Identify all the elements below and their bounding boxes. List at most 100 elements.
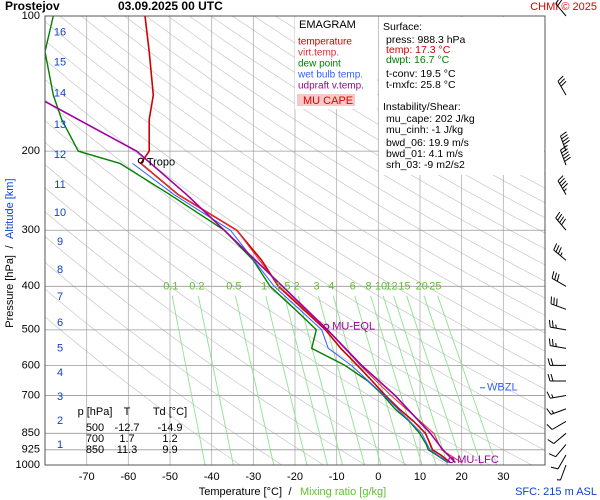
altitude-label: 7 bbox=[57, 291, 63, 303]
x-tick-label: 0 bbox=[375, 471, 381, 483]
wind-barb bbox=[557, 75, 567, 96]
mixing-ratio-label: 10 bbox=[375, 281, 387, 293]
y-tick-label: 200 bbox=[22, 145, 40, 157]
mixing-ratio-line bbox=[354, 295, 406, 465]
mixing-ratio-label: 4 bbox=[328, 281, 334, 293]
table-cell: 850 bbox=[86, 444, 104, 456]
altitude-label: 9 bbox=[57, 236, 63, 248]
y-tick-label: 700 bbox=[22, 389, 40, 401]
altitude-label: 2 bbox=[57, 415, 63, 427]
chart-title: Prostejov bbox=[5, 0, 60, 13]
mixing-ratio-label: 1.5 bbox=[275, 281, 290, 293]
x-tick-label: -70 bbox=[79, 471, 95, 483]
profile-line bbox=[140, 16, 451, 464]
annotation-point bbox=[323, 323, 330, 330]
table-header: T bbox=[124, 406, 131, 418]
mixing-ratio-label: 20 bbox=[416, 281, 428, 293]
y-tick-label: 925 bbox=[22, 444, 40, 456]
info-line: bwd_06: 19.9 m/s bbox=[386, 137, 469, 149]
mixing-ratio-label: 3 bbox=[314, 281, 320, 293]
level-label: WBZL bbox=[487, 382, 518, 394]
info-line: bwd_01: 4.1 m/s bbox=[386, 148, 463, 160]
mixing-ratio-label: 12 bbox=[385, 281, 397, 293]
mixing-ratio-line bbox=[297, 295, 344, 465]
wind-barb bbox=[546, 408, 567, 415]
y-axis-sep: / bbox=[4, 245, 16, 249]
dry-adiabat bbox=[45, 78, 545, 410]
altitude-label: 4 bbox=[57, 367, 63, 379]
wind-barb bbox=[550, 454, 567, 470]
x-tick-label: -10 bbox=[329, 471, 345, 483]
altitude-label: 3 bbox=[57, 391, 63, 403]
dry-adiabat bbox=[45, 99, 545, 430]
mixing-ratio-line bbox=[284, 295, 328, 465]
wind-barb bbox=[555, 0, 567, 17]
annotation-label: MU-EQL bbox=[332, 321, 375, 333]
altitude-label: 5 bbox=[57, 343, 63, 355]
altitude-label: 13 bbox=[54, 119, 66, 131]
dry-adiabat bbox=[45, 39, 545, 371]
mixing-ratio-label: 15 bbox=[398, 281, 410, 293]
dry-adiabat bbox=[232, 16, 545, 204]
y-tick-label: 100 bbox=[22, 10, 40, 22]
wind-barb bbox=[548, 338, 567, 349]
wind-barb bbox=[547, 358, 567, 366]
annotation-label: Tropo bbox=[147, 157, 175, 169]
mixing-ratio-label: 0.5 bbox=[226, 281, 241, 293]
table-cell: 11.3 bbox=[117, 444, 138, 456]
mixing-ratio-line bbox=[393, 295, 449, 465]
mixing-ratio-line bbox=[265, 295, 308, 465]
x-tick-label: 20 bbox=[456, 471, 468, 483]
mixing-ratio-line bbox=[437, 295, 498, 465]
table-header: p [hPa] bbox=[78, 406, 113, 418]
x-tick-label: 30 bbox=[497, 471, 509, 483]
mixing-ratio-line bbox=[171, 295, 206, 465]
dry-adiabat bbox=[81, 16, 545, 316]
wind-barb bbox=[553, 243, 567, 261]
dry-adiabat bbox=[59, 16, 545, 334]
mixing-ratio-line bbox=[370, 295, 423, 465]
wind-barb bbox=[560, 145, 571, 166]
profile-line bbox=[45, 100, 456, 464]
altitude-label: 6 bbox=[57, 317, 63, 329]
dry-adiabat bbox=[167, 16, 545, 250]
wind-barb bbox=[550, 296, 567, 310]
y-tick-label: 400 bbox=[22, 280, 40, 292]
wind-barb bbox=[560, 131, 570, 152]
altitude-label: 11 bbox=[54, 179, 65, 191]
wind-barb bbox=[551, 271, 567, 287]
cape-badge bbox=[297, 94, 355, 106]
legend-entry: dew point bbox=[298, 59, 341, 70]
info-line: Surface: bbox=[383, 21, 422, 33]
y-axis-label: Pressure [hPa] bbox=[4, 255, 16, 328]
legend-entry: temperature bbox=[298, 37, 352, 48]
info-box bbox=[379, 17, 544, 175]
chart-subtitle: 03.09.2025 00 UTC bbox=[118, 0, 223, 13]
wind-barb bbox=[548, 444, 567, 458]
table-cell: -14.9 bbox=[157, 422, 182, 434]
dry-adiabat bbox=[188, 16, 545, 234]
plot-area bbox=[45, 16, 545, 465]
mixing-ratio-line bbox=[423, 295, 482, 465]
footer: SFC: 215 m ASL bbox=[515, 486, 597, 498]
altitude-label: 8 bbox=[57, 264, 63, 276]
credit: CHMI © 2025 bbox=[530, 1, 597, 13]
altitude-label: 1 bbox=[57, 439, 63, 451]
dry-adiabat bbox=[45, 21, 545, 352]
altitude-label: 16 bbox=[54, 27, 66, 39]
table-cell: 700 bbox=[86, 433, 104, 445]
table-cell: 9.9 bbox=[162, 444, 177, 456]
table-cell: -12.7 bbox=[114, 422, 139, 434]
x-tick-label: 10 bbox=[414, 471, 426, 483]
info-line: dwpt: 16.7 °C bbox=[386, 54, 450, 66]
legend-entry: virt.temp. bbox=[298, 48, 339, 59]
y-tick-label: 300 bbox=[22, 224, 40, 236]
mixing-ratio-label: 0.2 bbox=[189, 281, 204, 293]
altitude-label: 14 bbox=[54, 88, 66, 100]
altitude-label: 15 bbox=[54, 57, 66, 69]
annotation-label: MU-LFC bbox=[457, 454, 499, 466]
info-line: press: 988.3 hPa bbox=[386, 34, 466, 46]
wind-barb bbox=[546, 391, 567, 399]
mixing-ratio-label: 0.1 bbox=[163, 281, 178, 293]
x-tick-label: -50 bbox=[162, 471, 178, 483]
